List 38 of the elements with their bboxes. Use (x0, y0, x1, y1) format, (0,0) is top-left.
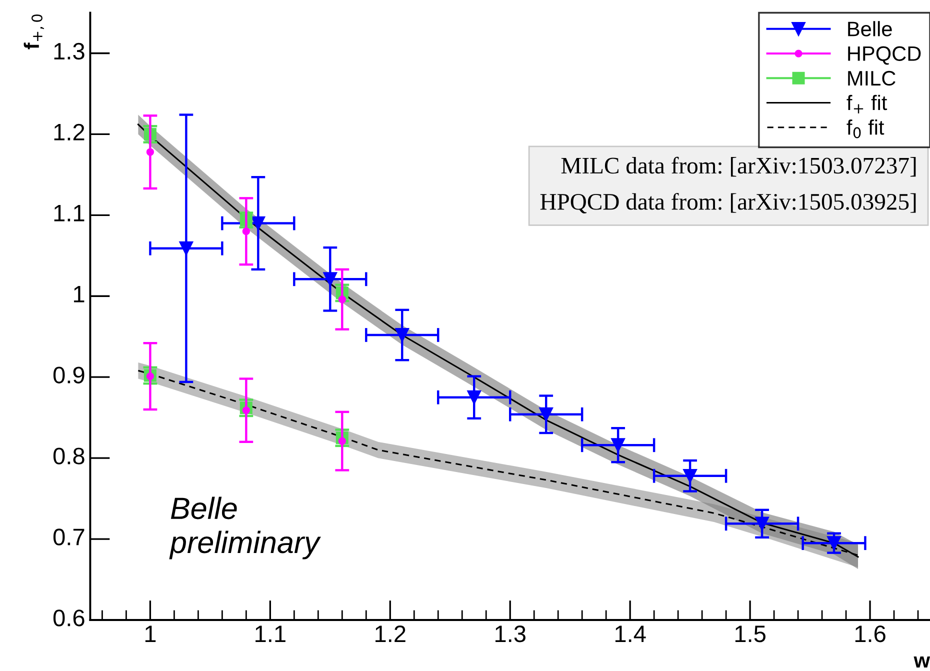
y-tick-label: 0.9 (53, 366, 84, 384)
y-tick-label: 0.8 (53, 448, 84, 464)
x-tick-label: 1.1 (256, 626, 286, 642)
point (242, 228, 250, 236)
y-axis-title: f$_{+,0}$ (24, 14, 44, 50)
y-tick-label: 1.3 (54, 42, 84, 60)
x-tick-label: 1.5 (735, 626, 766, 642)
point (467, 390, 482, 404)
legend-label: f$_{0}$ fit (846, 119, 884, 138)
point (683, 468, 698, 483)
point (395, 328, 410, 342)
annotation: Belle preliminary (169, 496, 321, 560)
x-tick-label: 1.6 (855, 625, 886, 642)
point (611, 438, 626, 452)
point (179, 241, 194, 256)
point (146, 148, 154, 156)
x-tick-label: 1.4 (615, 626, 646, 642)
legend-label: f$_{+}$ fit (846, 94, 888, 114)
legend-label: Belle (848, 21, 892, 36)
annotation: HPQCD data from: [arXiv:1505.03925] (540, 192, 916, 214)
x-tick-label: 1 (145, 626, 156, 642)
y-tick-label: 1.2 (54, 124, 84, 140)
y-tick-label: 0.6 (53, 610, 84, 626)
point (338, 296, 346, 304)
point (251, 216, 266, 230)
y-tick-label: 1 (74, 286, 84, 302)
annotation: MILC data from: [arXiv:1503.07237] (561, 156, 916, 177)
point (323, 272, 338, 286)
legend-label: HPQCD (848, 46, 921, 65)
legend-label: MILC (848, 70, 896, 86)
point (827, 536, 841, 550)
x-axis-title: w (914, 656, 930, 668)
point (755, 516, 769, 531)
x-tick-label: 1.3 (495, 625, 526, 642)
point (539, 407, 554, 422)
y-tick-label: 1.1 (54, 205, 84, 222)
y-tick-label: 0.7 (53, 528, 84, 546)
x-tick-label: 1.2 (376, 625, 406, 642)
